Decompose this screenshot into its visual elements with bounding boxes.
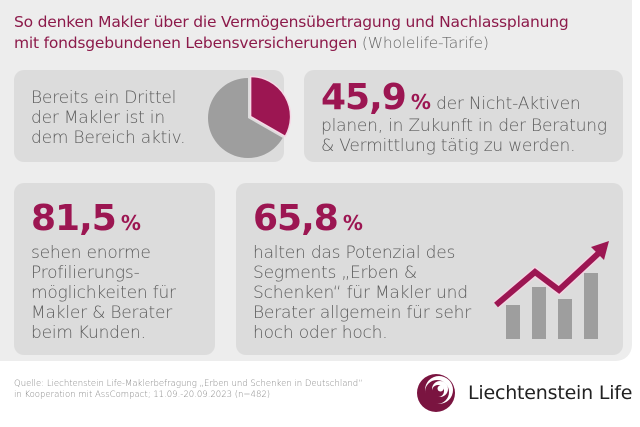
stat-value: 45,9 [321, 77, 407, 118]
stat-unit: % [410, 90, 431, 114]
source-note: Quelle: Liechtenstein Life-Maklerbefragu… [14, 379, 363, 401]
stat-card-potential: 65,8 % halten das Potenzial des Segments… [236, 183, 623, 355]
title-line-2: mit fondsgebundenen Lebensversicherungen… [14, 33, 568, 54]
pie-chart-icon [208, 75, 292, 158]
pie-slice-share [249, 75, 292, 138]
trend-bar [532, 287, 546, 339]
stat-card-non-active: 45,9 % der Nicht-Aktiven planen, in Zuku… [304, 70, 623, 162]
card-text: planen, in Zukunft in der Beratung & Ver… [321, 116, 607, 156]
stat-inline-text: der Nicht-Aktiven [436, 94, 581, 114]
stat-headline: 81,5 % [31, 201, 141, 237]
pie-slice-rest [208, 78, 283, 158]
infographic-panel: So denken Makler über die Vermögensübert… [0, 0, 632, 361]
brand-logo: Liechtenstein Life [416, 373, 632, 413]
source-line-1: Quelle: Liechtenstein Life-Maklerbefragu… [14, 379, 363, 389]
card-text: halten das Potenzial des Segments „Erben… [253, 243, 471, 343]
brand-name: Liechtenstein Life [468, 382, 633, 404]
title-line-1: So denken Makler über die Vermögensübert… [14, 13, 569, 31]
trend-bar [584, 273, 598, 339]
trend-arrow-head [591, 241, 609, 260]
stat-headline: 45,9 % der Nicht-Aktiven [321, 77, 581, 118]
source-line-2: in Kooperation mit AssCompact; 11.09.-20… [14, 390, 271, 400]
card-text: sehen enorme Profilierungs-möglichkeiten… [31, 243, 176, 343]
liechtenstein-life-logo-icon [417, 374, 455, 412]
stat-card-profiling: 81,5 % sehen enorme Profilierungs-möglic… [14, 183, 215, 355]
stat-card-active-share: Bereits ein Drittel der Makler ist in de… [14, 70, 292, 162]
title-suffix: (Wholelife-Tarife) [361, 34, 489, 52]
stat-unit: % [342, 211, 363, 235]
stat-unit: % [120, 211, 141, 235]
stat-value: 65,8 [253, 198, 339, 239]
page-title: So denken Makler über die Vermögensübert… [14, 12, 569, 54]
stat-headline: 65,8 % [253, 201, 363, 237]
trend-line [494, 248, 604, 308]
trend-bar [506, 305, 520, 339]
trend-chart-icon [493, 241, 609, 339]
trend-bar [558, 299, 572, 339]
stat-value: 81,5 [31, 198, 117, 239]
title-line-2-text: mit fondsgebundenen Lebensversicherungen [14, 34, 358, 52]
card-text: Bereits ein Drittel der Makler ist in de… [31, 88, 186, 148]
